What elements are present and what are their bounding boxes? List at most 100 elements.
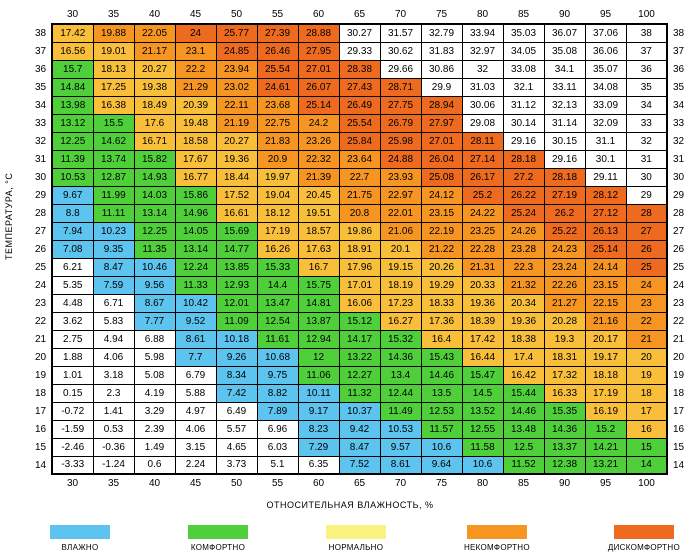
cell: 21.31: [462, 258, 503, 276]
cell: 29: [626, 186, 667, 204]
row-header-left: 30: [30, 168, 52, 186]
row-header-right: 34: [667, 96, 689, 114]
cell: 14.36: [544, 420, 585, 438]
cell: 24.2: [298, 114, 339, 132]
cell: 15.69: [216, 222, 257, 240]
row-header-right: 16: [667, 420, 689, 438]
legend-swatch: [467, 525, 527, 539]
col-header: 40: [134, 6, 175, 24]
row-header-left: 26: [30, 240, 52, 258]
cell: 14.46: [421, 366, 462, 384]
cell: 4.65: [216, 438, 257, 456]
cell: 0.15: [52, 384, 93, 402]
cell: 18.49: [134, 96, 175, 114]
col-footer: 100: [626, 474, 667, 492]
row-header-left: 16: [30, 420, 52, 438]
row-header-right: 30: [667, 168, 689, 186]
cell: 16.7: [298, 258, 339, 276]
cell: 12.25: [52, 132, 93, 150]
cell: 27.2: [503, 168, 544, 186]
cell: 9.17: [298, 402, 339, 420]
cell: 28.38: [339, 60, 380, 78]
cell: 18.58: [175, 132, 216, 150]
cell: 8.47: [93, 258, 134, 276]
cell: 34.1: [544, 60, 585, 78]
cell: 37.06: [585, 24, 626, 42]
cell: 23.28: [503, 240, 544, 258]
cell: 14.96: [175, 204, 216, 222]
cell: 23.15: [585, 276, 626, 294]
cell: 24.12: [421, 186, 462, 204]
cell: 25.24: [503, 204, 544, 222]
row-header-left: 33: [30, 114, 52, 132]
cell: -0.36: [93, 438, 134, 456]
cell: 24.88: [380, 150, 421, 168]
cell: 18.57: [298, 222, 339, 240]
cell: 24.22: [462, 204, 503, 222]
cell: 15.44: [503, 384, 544, 402]
cell: 14.77: [216, 240, 257, 258]
row-header-left: 24: [30, 276, 52, 294]
col-header: 65: [339, 6, 380, 24]
cell: 11.11: [93, 204, 134, 222]
col-header: 90: [544, 6, 585, 24]
cell: 12.01: [216, 294, 257, 312]
legend-swatch: [50, 525, 110, 539]
cell: 7.77: [134, 312, 175, 330]
cell: 10.6: [462, 456, 503, 474]
cell: 9.64: [421, 456, 462, 474]
cell: 4.06: [93, 348, 134, 366]
cell: 35: [626, 78, 667, 96]
cell: 16.06: [339, 294, 380, 312]
cell: 18.33: [421, 294, 462, 312]
col-header: 85: [503, 6, 544, 24]
cell: 20.27: [216, 132, 257, 150]
cell: 36.07: [544, 24, 585, 42]
cell: 8.8: [52, 204, 93, 222]
cell: 17.4: [503, 348, 544, 366]
col-header: 30: [52, 6, 93, 24]
cell: 22.28: [462, 240, 503, 258]
cell: 34: [626, 96, 667, 114]
cell: 20.45: [298, 186, 339, 204]
row-header-right: 14: [667, 456, 689, 474]
cell: 19.3: [544, 330, 585, 348]
cell: 20.17: [585, 330, 626, 348]
cell: 30.15: [544, 132, 585, 150]
cell: 9.26: [216, 348, 257, 366]
col-footer: 95: [585, 474, 626, 492]
row-header-right: 25: [667, 258, 689, 276]
cell: 8.61: [380, 456, 421, 474]
cell: 36.06: [585, 42, 626, 60]
cell: 17.63: [298, 240, 339, 258]
cell: 16.19: [585, 402, 626, 420]
cell: 31.14: [544, 114, 585, 132]
cell: 1.88: [52, 348, 93, 366]
cell: -3.33: [52, 456, 93, 474]
col-header: 45: [175, 6, 216, 24]
cell: 11.57: [421, 420, 462, 438]
row-header-left: 29: [30, 186, 52, 204]
cell: 28: [626, 204, 667, 222]
cell: 22.19: [421, 222, 462, 240]
row-header-right: 26: [667, 240, 689, 258]
cell: 12.53: [421, 402, 462, 420]
cell: 15.2: [585, 420, 626, 438]
cell: 3.15: [175, 438, 216, 456]
cell: 27.19: [544, 186, 585, 204]
cell: 15.82: [134, 150, 175, 168]
cell: 9.35: [93, 240, 134, 258]
cell: 13.14: [175, 240, 216, 258]
row-header-right: 20: [667, 348, 689, 366]
cell: 13.14: [134, 204, 175, 222]
cell: 26.46: [257, 42, 298, 60]
cell: 24.14: [585, 258, 626, 276]
cell: 21.16: [585, 312, 626, 330]
cell: 31.03: [462, 78, 503, 96]
legend-label: ВЛАЖНО: [61, 543, 98, 552]
cell: 24.61: [257, 78, 298, 96]
cell: 13.74: [93, 150, 134, 168]
col-footer: 45: [175, 474, 216, 492]
cell: 25.22: [544, 222, 585, 240]
cell: 22.15: [585, 294, 626, 312]
